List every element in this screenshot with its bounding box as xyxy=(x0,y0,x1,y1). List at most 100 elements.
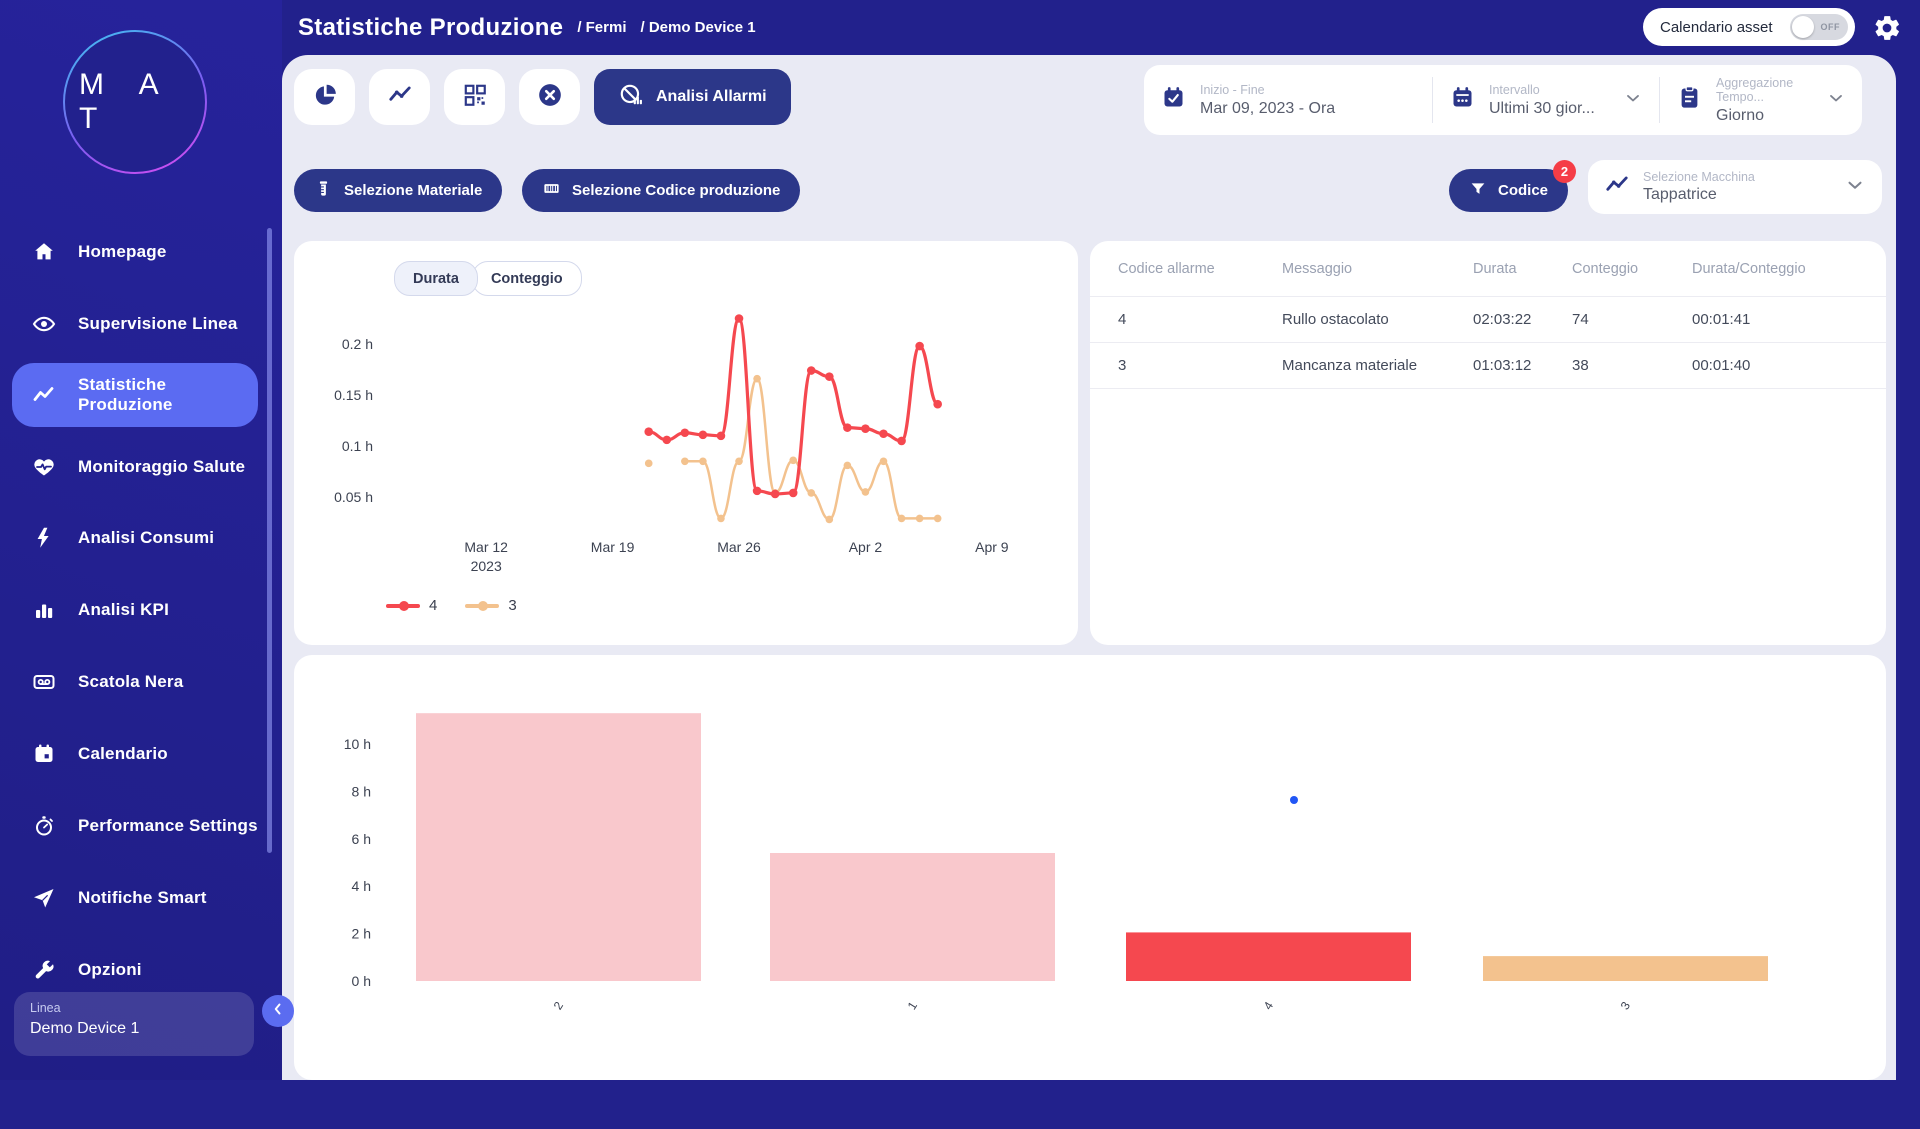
settings-gear-icon[interactable] xyxy=(1872,13,1902,43)
interval-value: Ultimi 30 gior... xyxy=(1489,99,1595,117)
heart-pulse-icon xyxy=(32,455,56,479)
legend-marker xyxy=(465,600,500,611)
device-card-value: Demo Device 1 xyxy=(30,1020,140,1037)
cell-duration: 02:03:22 xyxy=(1473,311,1532,328)
machine-trend-icon xyxy=(1604,172,1630,203)
sidebar-item-label: Performance Settings xyxy=(78,815,258,835)
breadcrumb-device[interactable]: / Demo Device 1 xyxy=(640,19,756,36)
col-codice-allarme: Codice allarme xyxy=(1118,260,1215,277)
svg-text:Apr 2: Apr 2 xyxy=(849,539,883,555)
svg-text:4: 4 xyxy=(1261,999,1277,1012)
machine-selector[interactable]: Selezione Macchina Tappatrice xyxy=(1588,160,1882,214)
tab-durata[interactable]: Durata xyxy=(394,261,478,296)
sidebar-item-statistiche-produzione[interactable]: Statistiche Produzione xyxy=(12,363,258,427)
clear-view-button[interactable] xyxy=(519,69,580,125)
asset-calendar-pill: Calendario asset OFF xyxy=(1643,8,1855,46)
chevron-left-icon xyxy=(269,1000,287,1023)
wrench-icon xyxy=(32,958,56,982)
sidebar-item-label: Homepage xyxy=(78,241,167,261)
cell-ratio: 00:01:40 xyxy=(1692,357,1751,374)
sidebar-item-analisi-kpi[interactable]: Analisi KPI xyxy=(12,596,258,624)
alarm-table-header: Codice allarme Messaggio Durata Conteggi… xyxy=(1090,241,1886,297)
sidebar-item-calendario[interactable]: Calendario xyxy=(12,740,258,768)
qr-view-button[interactable] xyxy=(444,69,505,125)
cell-code: 3 xyxy=(1118,357,1127,374)
device-card-label: Linea xyxy=(30,1001,61,1015)
svg-text:Mar 12: Mar 12 xyxy=(464,539,508,555)
selectors-card: Inizio - Fine Mar 09, 2023 - Ora Interva… xyxy=(1144,65,1862,135)
table-row[interactable]: 3 Mancanza materiale 01:03:12 38 00:01:4… xyxy=(1090,343,1886,389)
machine-selector-value: Tappatrice xyxy=(1643,186,1717,203)
pie-chart-view-button[interactable] xyxy=(294,69,355,125)
sidebar-item-label: Statistiche Produzione xyxy=(78,374,173,414)
svg-text:0 h: 0 h xyxy=(352,973,371,989)
chart-mode-tabs: Durata Conteggio xyxy=(394,261,582,296)
stop-duration-bar-chart-card: 0 h 2 h 4 h 6 h 8 h 10 h 2 1 4 3 xyxy=(294,655,1886,1080)
close-circle-icon xyxy=(537,82,563,113)
table-row[interactable]: 4 Rullo ostacolato 02:03:22 74 00:01:41 xyxy=(1090,297,1886,343)
tab-conteggio[interactable]: Conteggio xyxy=(471,261,582,296)
analisi-allarmi-button[interactable]: Analisi Allarmi xyxy=(594,69,791,125)
machine-selector-label: Selezione Macchina xyxy=(1643,170,1755,184)
svg-text:Apr 9: Apr 9 xyxy=(975,539,1009,555)
svg-text:Mar 19: Mar 19 xyxy=(591,539,635,555)
code-filter-button[interactable]: Codice 2 xyxy=(1449,160,1577,212)
svg-text:0.1 h: 0.1 h xyxy=(342,438,373,454)
date-range-selector[interactable]: Inizio - Fine Mar 09, 2023 - Ora xyxy=(1144,65,1432,135)
date-range-value: Mar 09, 2023 - Ora xyxy=(1200,99,1336,117)
selector-divider xyxy=(1432,77,1433,123)
selector-divider xyxy=(1659,77,1660,123)
page-title: Statistiche Produzione xyxy=(298,13,564,41)
sidebar-item-homepage[interactable]: Homepage xyxy=(12,238,258,266)
asset-calendar-label: Calendario asset xyxy=(1660,18,1773,36)
svg-text:6 h: 6 h xyxy=(352,831,371,847)
sidebar-item-scatola-nera[interactable]: Scatola Nera xyxy=(12,668,258,696)
aggregation-selector[interactable]: Aggregazione Tempo... Giorno xyxy=(1660,65,1862,135)
trend-line-icon xyxy=(387,82,413,113)
home-icon xyxy=(32,240,56,264)
sidebar-item-label: Calendario xyxy=(78,743,168,763)
material-filter-button[interactable]: Selezione Materiale xyxy=(294,169,503,212)
interval-label: Intervallo xyxy=(1489,82,1540,97)
svg-text:0.2 h: 0.2 h xyxy=(342,336,373,352)
cell-count: 38 xyxy=(1572,357,1589,374)
sidebar-collapse-button[interactable] xyxy=(262,995,294,1027)
material-filter-label: Selezione Materiale xyxy=(344,182,483,199)
sidebar-item-label: Notifiche Smart xyxy=(78,887,207,907)
alarm-table-card: Codice allarme Messaggio Durata Conteggi… xyxy=(1090,241,1886,645)
legend-item-3[interactable]: 3 xyxy=(465,597,517,614)
col-messaggio: Messaggio xyxy=(1282,260,1353,277)
funnel-icon xyxy=(1469,180,1487,202)
sidebar-item-performance-settings[interactable]: Performance Settings xyxy=(12,798,258,854)
device-card[interactable]: Linea Demo Device 1 xyxy=(14,992,254,1056)
chevron-down-icon xyxy=(1826,88,1846,113)
aggregation-label: Aggregazione Tempo... xyxy=(1716,75,1794,104)
col-conteggio: Conteggio xyxy=(1572,260,1639,277)
calendar-range-icon xyxy=(1449,84,1476,116)
svg-text:1: 1 xyxy=(905,999,921,1012)
legend-item-4[interactable]: 4 xyxy=(386,597,437,614)
sidebar-scrollbar[interactable] xyxy=(267,228,272,853)
sidebar-item-label: Analisi KPI xyxy=(78,599,170,619)
cell-message: Rullo ostacolato xyxy=(1282,311,1389,328)
stopwatch-icon xyxy=(32,814,56,838)
svg-text:2: 2 xyxy=(551,999,567,1012)
sidebar-item-supervisione-linea[interactable]: Supervisione Linea xyxy=(12,296,258,352)
asset-calendar-toggle[interactable]: OFF xyxy=(1790,14,1848,40)
col-durata: Durata xyxy=(1473,260,1517,277)
sidebar-item-monitoraggio-salute[interactable]: Monitoraggio Salute xyxy=(12,439,258,495)
trend-view-button[interactable] xyxy=(369,69,430,125)
aggregation-value: Giorno xyxy=(1716,106,1765,124)
legend-label: 4 xyxy=(429,597,438,614)
production-code-filter-button[interactable]: Selezione Codice produzione xyxy=(522,169,801,212)
sidebar-item-label: Monitoraggio Salute xyxy=(78,456,246,476)
breadcrumb-section[interactable]: / Fermi xyxy=(577,19,627,36)
logo-text: M A T xyxy=(79,68,172,135)
sidebar-item-opzioni[interactable]: Opzioni xyxy=(12,956,258,984)
mat-logo: M A T xyxy=(63,30,207,174)
interval-selector[interactable]: Intervallo Ultimi 30 gior... xyxy=(1433,65,1659,135)
chevron-down-icon xyxy=(1623,88,1643,113)
sidebar-item-analisi-consumi[interactable]: Analisi Consumi xyxy=(12,524,258,552)
sidebar-item-notifiche-smart[interactable]: Notifiche Smart xyxy=(12,884,258,912)
toggle-state: OFF xyxy=(1820,22,1840,32)
